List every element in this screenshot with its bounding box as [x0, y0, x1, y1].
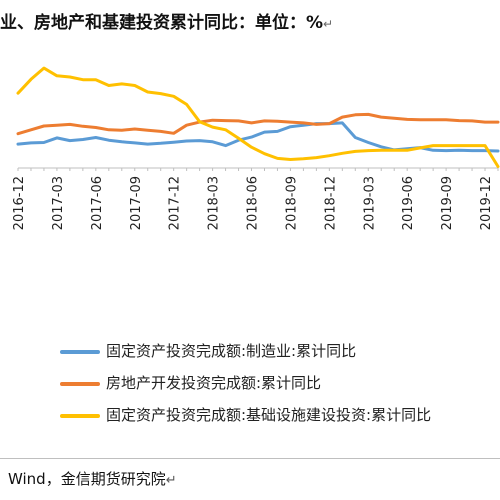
x-tick-label: 2017-06: [90, 176, 105, 230]
x-tick-label: 2018-06: [246, 176, 261, 230]
series-line-1: [16, 112, 500, 136]
series-line-2: [16, 66, 500, 168]
x-tick-label: 2019-06: [401, 176, 416, 230]
divider: [0, 458, 500, 459]
legend-swatch-manufacturing: [60, 350, 100, 354]
x-tick-label: 2018-03: [207, 176, 222, 230]
x-tick-label: 2017-03: [51, 176, 66, 230]
x-tick-label: 2019-12: [479, 176, 494, 230]
legend-item-manufacturing: 固定资产投资完成额:制造业:累计同比: [60, 340, 500, 372]
legend-label-infrastructure: 固定资产投资完成额:基础设施建设投资:累计同比: [106, 406, 432, 424]
return-mark-icon: ↵: [323, 17, 334, 31]
line-chart: 2016-12 2017-03 2017-06 2017-09 2017-12 2018-…: [12, 66, 500, 230]
x-tick-label: 2019-03: [362, 176, 377, 230]
source-note: Wind，金信期货研究院↵: [8, 470, 177, 488]
legend-item-real-estate: 房地产开发投资完成额:累计同比: [60, 372, 500, 404]
x-tick-label: 2017-12: [168, 176, 183, 230]
legend-label-manufacturing: 固定资产投资完成额:制造业:累计同比: [106, 342, 357, 360]
x-tick-label: 2018-12: [323, 176, 338, 230]
legend-item-infrastructure: 固定资产投资完成额:基础设施建设投资:累计同比: [60, 404, 500, 436]
x-tick-label: 2019-09: [440, 176, 455, 230]
chart-legend: 固定资产投资完成额:制造业:累计同比 房地产开发投资完成额:累计同比 固定资产投…: [60, 340, 500, 436]
x-tick-label: 2018-09: [284, 176, 299, 230]
x-tick-label: 2017-09: [129, 176, 144, 230]
x-tick-label: 2016-12: [12, 176, 27, 230]
legend-swatch-real-estate: [60, 382, 100, 386]
return-mark-icon: ↵: [165, 473, 177, 488]
legend-swatch-infrastructure: [60, 414, 100, 418]
chart-title: 业、房地产和基建投资累计同比：单位：%↵: [0, 13, 334, 33]
legend-label-real-estate: 房地产开发投资完成额:累计同比: [106, 374, 322, 392]
